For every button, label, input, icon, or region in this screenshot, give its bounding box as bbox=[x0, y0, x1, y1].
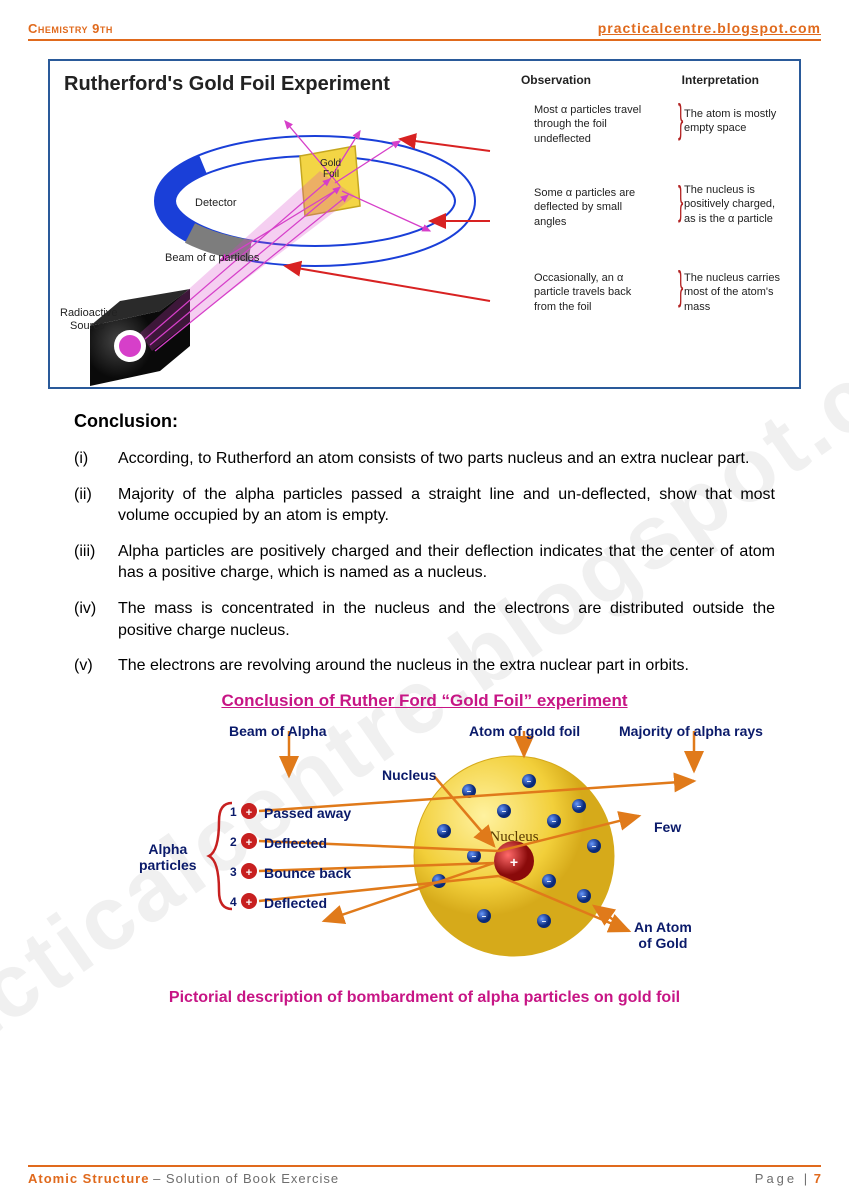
svg-text:–: – bbox=[577, 802, 582, 811]
lbl-beam: Beam of Alpha bbox=[229, 723, 327, 739]
path-3: Bounce back bbox=[264, 865, 351, 881]
svg-text:–: – bbox=[527, 777, 532, 786]
int-3: The nucleus carries most of the atom's m… bbox=[684, 271, 789, 314]
item-text: The mass is concentrated in the nucleus … bbox=[118, 598, 775, 641]
rutherford-experiment-diagram: Rutherford's Gold Foil Experiment Observ… bbox=[48, 59, 801, 389]
item-num: (iv) bbox=[74, 598, 118, 641]
gold-foil-conclusion-diagram: Conclusion of Ruther Ford “Gold Foil” ex… bbox=[74, 691, 775, 1007]
lbl-few: Few bbox=[654, 819, 681, 835]
item-num: (ii) bbox=[74, 484, 118, 527]
pathnum-3: 3 bbox=[230, 865, 237, 879]
lbl-alphap: Alphaparticles bbox=[139, 841, 197, 873]
pathnum-2: 2 bbox=[230, 835, 237, 849]
obs-3: Occasionally, an α particle travels back… bbox=[534, 271, 654, 314]
svg-text:–: – bbox=[552, 817, 557, 826]
svg-text:–: – bbox=[472, 852, 477, 861]
page-footer: Atomic Structure – Solution of Book Exer… bbox=[28, 1165, 821, 1186]
path-4: Deflected bbox=[264, 895, 327, 911]
svg-text:–: – bbox=[542, 917, 547, 926]
lbl-nucleus: Nucleus bbox=[382, 767, 436, 783]
footer-topic: Atomic Structure bbox=[28, 1171, 149, 1186]
conclusion-item: (i) According, to Rutherford an atom con… bbox=[74, 448, 775, 470]
footer-page-num: 7 bbox=[814, 1171, 821, 1186]
svg-text:+: + bbox=[246, 897, 252, 909]
brace-2: } bbox=[678, 179, 683, 224]
brace-1: } bbox=[678, 97, 683, 142]
col-observation: Observation bbox=[521, 73, 591, 87]
svg-text:–: – bbox=[442, 827, 447, 836]
brace-3: } bbox=[678, 264, 683, 309]
obs-2: Some α particles are deflected by small … bbox=[534, 186, 654, 229]
item-num: (iii) bbox=[74, 541, 118, 584]
path-2: Deflected bbox=[264, 835, 327, 851]
svg-text:Foil: Foil bbox=[323, 169, 339, 180]
svg-text:+: + bbox=[246, 867, 252, 879]
item-num: (i) bbox=[74, 448, 118, 470]
svg-text:+: + bbox=[246, 807, 252, 819]
diagram1-title: Rutherford's Gold Foil Experiment bbox=[64, 73, 785, 96]
svg-text:–: – bbox=[482, 912, 487, 921]
pathnum-1: 1 bbox=[230, 805, 237, 819]
item-text: According, to Rutherford an atom consist… bbox=[118, 448, 775, 470]
item-text: Majority of the alpha particles passed a… bbox=[118, 484, 775, 527]
svg-text:Gold: Gold bbox=[320, 158, 341, 169]
svg-text:–: – bbox=[582, 892, 587, 901]
conclusion-item: (ii) Majority of the alpha particles pas… bbox=[74, 484, 775, 527]
conclusion-item: (iv) The mass is concentrated in the nuc… bbox=[74, 598, 775, 641]
header-subject: Chemistry 9th bbox=[28, 21, 113, 36]
obs-1: Most α particles travel through the foil… bbox=[534, 103, 654, 146]
svg-text:–: – bbox=[592, 842, 597, 851]
lbl-majority: Majority of alpha rays bbox=[619, 723, 763, 739]
col-interpretation: Interpretation bbox=[682, 73, 759, 87]
svg-text:+: + bbox=[246, 837, 252, 849]
footer-sub: – Solution of Book Exercise bbox=[153, 1171, 339, 1186]
svg-text:–: – bbox=[502, 807, 507, 816]
svg-text:Detector: Detector bbox=[195, 197, 237, 209]
header-url[interactable]: practicalcentre.blogspot.com bbox=[598, 20, 821, 36]
svg-text:–: – bbox=[467, 787, 472, 796]
diagram2-title: Conclusion of Ruther Ford “Gold Foil” ex… bbox=[74, 691, 775, 711]
pathnum-4: 4 bbox=[230, 895, 237, 909]
diagram2-caption: Pictorial description of bombardment of … bbox=[74, 989, 775, 1007]
lbl-atom: Atom of gold foil bbox=[469, 723, 580, 739]
item-text: Alpha particles are positively charged a… bbox=[118, 541, 775, 584]
int-1: The atom is mostly empty space bbox=[684, 107, 789, 136]
path-1: Passed away bbox=[264, 805, 351, 821]
svg-text:+: + bbox=[510, 854, 518, 870]
item-text: The electrons are revolving around the n… bbox=[118, 655, 775, 677]
conclusion-item: (v) The electrons are revolving around t… bbox=[74, 655, 775, 677]
svg-text:Beam of α particles: Beam of α particles bbox=[165, 252, 260, 264]
conclusion-heading: Conclusion: bbox=[74, 411, 821, 432]
diagram1-svg: Gold Foil Detector Beam of α particles R… bbox=[60, 101, 500, 391]
int-2: The nucleus is positively charged, as is… bbox=[684, 183, 789, 226]
item-num: (v) bbox=[74, 655, 118, 677]
lbl-anatom: An Atomof Gold bbox=[634, 919, 692, 951]
footer-page-label: Page | bbox=[755, 1171, 810, 1186]
svg-text:Source: Source bbox=[70, 320, 105, 332]
svg-text:Radioactive: Radioactive bbox=[60, 307, 117, 319]
conclusion-item: (iii) Alpha particles are positively cha… bbox=[74, 541, 775, 584]
svg-text:–: – bbox=[547, 877, 552, 886]
page-header: Chemistry 9th practicalcentre.blogspot.c… bbox=[28, 20, 821, 41]
